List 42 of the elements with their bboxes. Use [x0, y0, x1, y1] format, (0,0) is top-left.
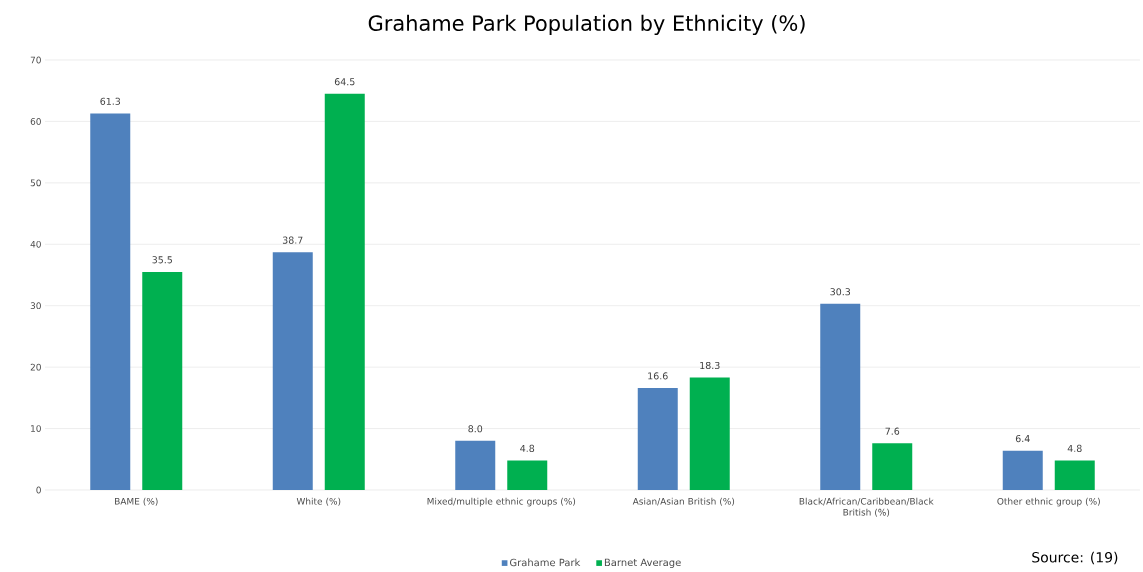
x-tick-label: Other ethnic group (%) — [997, 497, 1100, 507]
bar — [637, 388, 678, 490]
y-tick-label: 60 — [30, 118, 41, 125]
x-tick-label: Black/African/Caribbean/Black British (%) — [799, 497, 934, 517]
x-tick-label: Mixed/multiple ethnic groups (%) — [427, 497, 576, 507]
bar — [1002, 450, 1043, 490]
data-label: 61.3 — [100, 97, 121, 105]
bar — [689, 377, 730, 490]
bar — [507, 460, 548, 490]
bar — [455, 440, 496, 490]
y-tick-label: 70 — [30, 56, 41, 64]
bar — [272, 252, 313, 490]
data-label: 30.3 — [830, 288, 851, 296]
data-label: 4.8 — [1067, 444, 1082, 452]
y-tick-label: 40 — [30, 240, 41, 248]
data-label: 18.3 — [700, 361, 720, 370]
y-tick-label: 0 — [36, 486, 41, 494]
legend-label: Barnet Average — [604, 558, 681, 569]
x-tick-label: White (%) — [296, 497, 341, 506]
y-tick-label: 30 — [30, 302, 41, 310]
data-label: 16.6 — [648, 372, 668, 380]
bar — [90, 113, 131, 490]
source-note: Source: (19) — [1032, 551, 1118, 565]
bar — [872, 443, 913, 490]
data-label: 64.5 — [334, 78, 355, 86]
y-tick-label: 10 — [31, 425, 41, 432]
y-tick-label: 20 — [30, 363, 41, 371]
bar — [324, 93, 365, 490]
bar — [1054, 460, 1095, 490]
x-tick-label: Asian/Asian British (%) — [632, 497, 735, 506]
bar — [142, 271, 183, 490]
bar — [820, 303, 861, 490]
legend-label: Grahame Park — [509, 558, 581, 567]
chart-title: Grahame Park Population by Ethnicity (%) — [368, 14, 805, 36]
data-label: 4.8 — [520, 444, 535, 452]
data-label: 38.7 — [282, 236, 303, 244]
data-label: 8.0 — [468, 425, 483, 433]
data-label: 35.5 — [152, 256, 172, 264]
y-tick-label: 50 — [30, 179, 41, 187]
data-label: 7.6 — [885, 427, 900, 435]
data-label: 6.4 — [1015, 434, 1030, 443]
x-tick-label: BAME (%) — [115, 497, 158, 506]
